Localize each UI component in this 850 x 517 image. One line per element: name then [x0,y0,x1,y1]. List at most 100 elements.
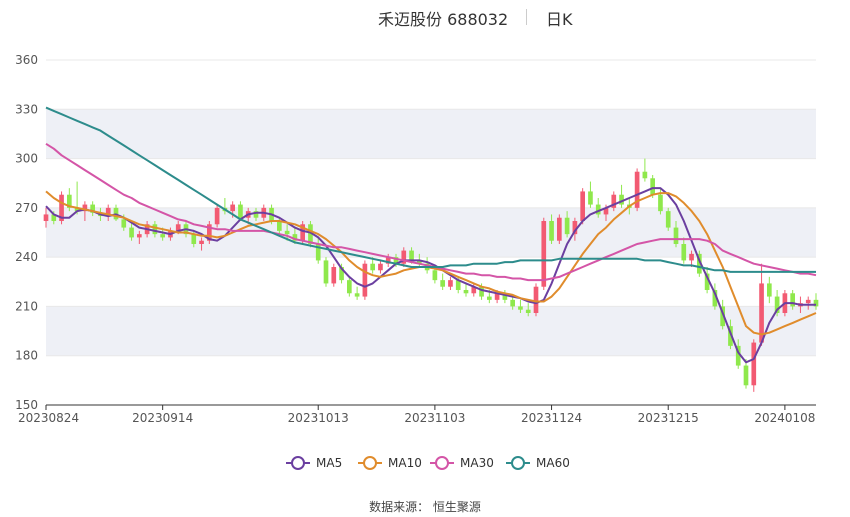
candle-body [385,257,391,264]
candle [67,188,72,212]
candle-body [689,253,694,261]
candle [549,214,554,244]
candle [59,191,64,225]
candle [238,201,243,221]
legend-item-ma5[interactable]: MA5 [286,456,342,470]
candle-body [129,227,134,238]
legend-item-ma60[interactable]: MA60 [506,456,570,470]
candle-body [525,309,531,313]
candle [105,204,111,221]
candle-body [90,204,95,213]
legend-label: MA5 [316,456,343,470]
candle-body [315,244,321,261]
legend-swatch [506,456,530,470]
legend-swatch [430,456,454,470]
candle-body [207,224,212,241]
candle-body [214,207,220,225]
candle-body [619,194,624,205]
candle [253,207,259,221]
candle-body [564,217,570,235]
candle-body [665,211,671,228]
candle-body [533,286,539,313]
candle [774,290,780,317]
candle-body [238,204,243,218]
candle [90,201,95,217]
candle [502,290,508,304]
candle [665,207,671,231]
chart-title: 禾迈股份 688032 [378,10,509,29]
candle [697,250,702,277]
candle-body [331,267,337,284]
legend-label: MA10 [388,456,422,470]
candle [588,181,593,208]
candle-body [471,286,477,294]
candle-body [409,250,414,261]
candle-body [463,290,469,294]
x-tick-label: 20231215 [638,411,699,425]
candle [370,257,375,274]
candle-body [603,207,609,215]
candle-body [588,191,593,205]
candle-body [790,293,795,307]
chart-legend: MA5 MA10 MA30 MA60 [0,456,850,478]
candle [510,296,515,310]
candle-body [611,194,617,208]
candle-body [681,244,687,261]
candle [137,230,142,244]
candle [759,263,764,346]
legend-swatch [286,456,310,470]
candle-body [580,191,585,221]
ma-line-ma60 [45,106,816,273]
candle-body [121,219,127,228]
candle-body [743,365,749,386]
legend-item-ma10[interactable]: MA10 [358,456,422,470]
candle-body [502,293,508,300]
candle-body [704,273,710,290]
legend-item-ma30[interactable]: MA30 [430,456,494,470]
candle [735,339,741,369]
candle-body [277,221,282,231]
candle [743,359,749,389]
candle-body [152,224,158,235]
candle [207,221,212,244]
grid-band [46,109,816,159]
candle-body [362,263,368,297]
candle-body [774,296,780,313]
candle-body [448,280,453,287]
candle [704,267,710,294]
candle [533,283,539,317]
candle [385,253,391,267]
x-tick-label: 20240108 [754,411,815,425]
candle-body [518,306,523,310]
candle-body [572,221,578,235]
candle-body [557,217,562,241]
candle-body [300,224,305,241]
candle-body [347,280,352,294]
candle [557,214,562,244]
candle-body [728,326,733,346]
candle [619,184,624,208]
y-tick-label: 330 [15,102,38,116]
candle-body [735,345,741,366]
candle-body [199,240,204,244]
candle [401,247,407,267]
candle-body [767,283,772,297]
candle-body [43,214,49,221]
candle [805,296,811,310]
candle-body [339,267,344,281]
candle-body [137,234,142,238]
candle-body [51,214,57,221]
candle [463,283,469,297]
candle [315,237,321,264]
y-tick-label: 150 [15,398,38,412]
candle-body [323,260,329,284]
candle-body [805,299,811,304]
candle [689,250,694,267]
candle [712,283,718,310]
candle-body [494,293,500,300]
candle [572,217,578,241]
candle [129,221,134,241]
candle-body [479,286,484,297]
candle-body [401,250,407,264]
candle [354,286,360,300]
